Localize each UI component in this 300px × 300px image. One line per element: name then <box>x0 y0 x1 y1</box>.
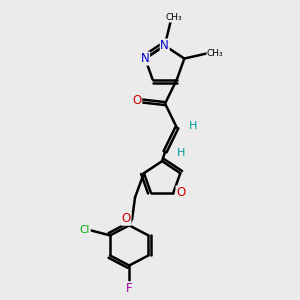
Text: O: O <box>133 94 142 107</box>
Text: CH₃: CH₃ <box>207 49 224 58</box>
Text: F: F <box>126 282 133 295</box>
Text: H: H <box>189 121 197 131</box>
Text: O: O <box>122 212 131 225</box>
Text: O: O <box>176 186 185 199</box>
Text: Cl: Cl <box>80 225 90 235</box>
Text: N: N <box>160 39 169 52</box>
Text: H: H <box>177 148 185 158</box>
Text: CH₃: CH₃ <box>165 13 182 22</box>
Text: N: N <box>141 52 149 65</box>
